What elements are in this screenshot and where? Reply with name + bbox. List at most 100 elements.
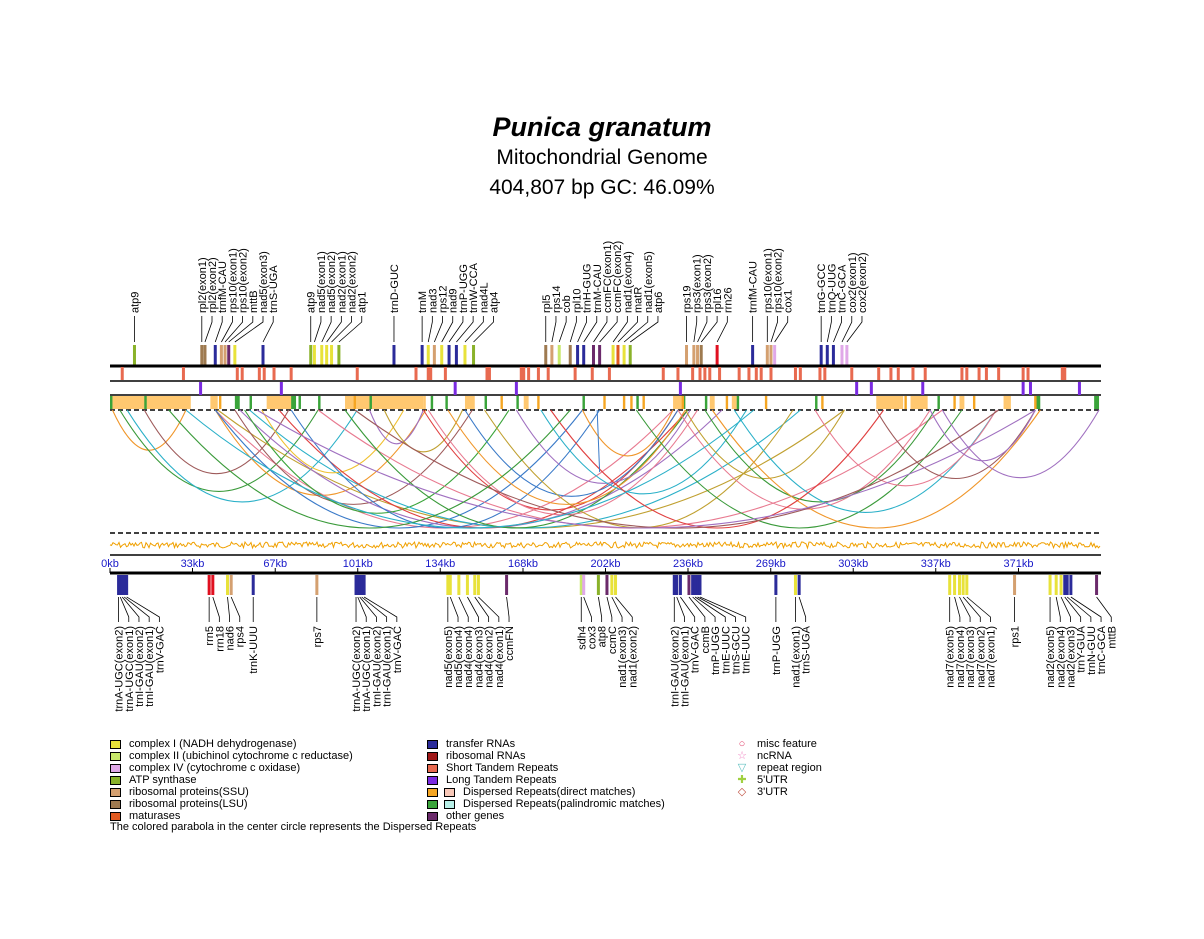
legend-label: 5'UTR bbox=[757, 774, 788, 786]
gene-block bbox=[117, 575, 121, 595]
direct-repeat-block bbox=[876, 396, 904, 409]
gene-block bbox=[616, 345, 620, 365]
gene-label: rpl5 bbox=[541, 295, 553, 313]
gene-label: nad5(exon4) bbox=[453, 626, 465, 688]
gene-block bbox=[223, 345, 227, 365]
ssr-mark bbox=[818, 367, 822, 380]
gene-block bbox=[699, 345, 703, 365]
palindromic-repeat-block bbox=[937, 396, 940, 409]
gene-label: atp9 bbox=[306, 292, 318, 313]
bottom-gene-track: trnA-UGC(exon2)trnA-UGC(exon1)trnI-GAU(e… bbox=[114, 575, 1118, 712]
ssr-mark bbox=[120, 367, 124, 380]
repeat-mark bbox=[764, 396, 768, 409]
gene-leader-line bbox=[321, 316, 332, 343]
dispersed-repeat-arc bbox=[214, 409, 583, 529]
ssr-mark bbox=[923, 367, 927, 380]
legend-label: complex II (ubichinol cytochrome c reduc… bbox=[129, 750, 353, 762]
palindromic-repeat-block bbox=[430, 396, 434, 409]
gene-leader-line bbox=[212, 596, 220, 622]
legend-label: Short Tandem Repeats bbox=[446, 762, 559, 774]
gene-block bbox=[605, 575, 609, 595]
gene-label: trnV-GAC bbox=[392, 626, 404, 673]
gene-label: trnD-GUC bbox=[389, 264, 401, 313]
gene-block bbox=[622, 345, 626, 365]
ssr-mark bbox=[519, 367, 523, 380]
gene-block bbox=[447, 345, 451, 365]
palindromic-repeat-block bbox=[704, 396, 708, 409]
gene-leader-line bbox=[458, 596, 469, 622]
legend-swatch bbox=[444, 799, 455, 809]
gene-leader-line bbox=[617, 316, 638, 343]
gene-block bbox=[211, 575, 215, 595]
gene-label: nad7(exon5) bbox=[945, 626, 957, 688]
dispersed-repeat-arc bbox=[941, 409, 1100, 479]
gene-label: cox1 bbox=[783, 290, 795, 313]
gene-label: rpl10 bbox=[571, 289, 583, 313]
dispersed-repeat-arc bbox=[126, 409, 358, 503]
ltr-mark bbox=[514, 382, 518, 395]
top-gene-track: atp9 rpl2(exon1)rpl2(exon2)trnfM-CAUrps10… bbox=[129, 241, 869, 365]
gene-block bbox=[579, 575, 583, 595]
gene-leader-line bbox=[611, 596, 623, 622]
palindromic-repeat-block bbox=[636, 396, 639, 409]
gene-block bbox=[505, 575, 509, 595]
repeat-mark bbox=[821, 396, 824, 409]
direct-repeat-block bbox=[731, 396, 737, 409]
gene-leader-line bbox=[449, 596, 459, 622]
direct-repeat-block bbox=[110, 396, 191, 409]
gene-label: matR bbox=[633, 287, 645, 313]
gene-block bbox=[672, 575, 676, 595]
gene-leader-line bbox=[119, 596, 130, 622]
gene-block bbox=[582, 575, 586, 595]
palindromic-repeat-block bbox=[298, 396, 301, 409]
gene-block bbox=[125, 575, 129, 595]
gene-block bbox=[312, 345, 316, 365]
dispersed-repeat-arc bbox=[290, 409, 601, 529]
gene-label: trnY-GUA bbox=[1076, 625, 1088, 672]
gene-block bbox=[207, 575, 211, 595]
gene-block bbox=[463, 345, 467, 365]
gene-leader-line bbox=[583, 596, 592, 622]
direct-repeat-block bbox=[210, 396, 218, 409]
gene-block bbox=[251, 575, 255, 595]
palindromic-repeat-block bbox=[736, 396, 740, 409]
legend-item: complex II (ubichinol cytochrome c reduc… bbox=[110, 750, 353, 762]
axis-tick-label: 101kb bbox=[343, 558, 373, 570]
gene-block bbox=[219, 345, 223, 365]
gene-label: rps7 bbox=[312, 626, 324, 647]
legend-symbol-icon: ○ bbox=[738, 738, 746, 750]
gene-label: trnM-CAU bbox=[592, 264, 604, 313]
ssr-mark bbox=[536, 367, 540, 380]
gene-label: trnI-GAU(exon2) bbox=[134, 626, 146, 707]
gene-leader-line bbox=[599, 316, 618, 343]
gene-leader-line bbox=[700, 316, 718, 343]
dispersed-repeat-arc bbox=[214, 409, 674, 529]
gene-block bbox=[765, 345, 769, 365]
repeat-mark bbox=[500, 396, 503, 409]
gene-label: mttB bbox=[1106, 626, 1118, 649]
gene-leader-line bbox=[629, 316, 659, 343]
ssr-mark bbox=[181, 367, 185, 380]
gene-block bbox=[1065, 575, 1069, 595]
gene-block bbox=[261, 345, 265, 365]
gene-block bbox=[118, 575, 122, 595]
gene-block bbox=[774, 575, 778, 595]
gene-label: nad2(exon5) bbox=[1045, 626, 1057, 688]
ltr-mark bbox=[869, 382, 873, 395]
axis-tick-label: 371kb bbox=[1003, 558, 1033, 570]
legend-swatch bbox=[427, 799, 438, 809]
gene-block bbox=[819, 345, 823, 365]
ltr-mark bbox=[678, 382, 682, 395]
gene-leader-line bbox=[228, 316, 254, 343]
axis-tick-label: 236kb bbox=[673, 558, 703, 570]
gene-leader-line bbox=[833, 316, 842, 343]
gene-block bbox=[315, 575, 319, 595]
gene-block bbox=[582, 345, 586, 365]
gene-block bbox=[337, 345, 341, 365]
gene-label: rps10(exon1) bbox=[227, 248, 239, 313]
legend-item: Dispersed Repeats(palindromic matches) bbox=[427, 798, 665, 810]
dispersed-repeat-arc bbox=[261, 409, 405, 474]
legend-item: ▽ repeat region bbox=[735, 762, 822, 774]
axis-tick-label: 269kb bbox=[756, 558, 786, 570]
gene-label: nad2(exon1) bbox=[336, 251, 348, 313]
